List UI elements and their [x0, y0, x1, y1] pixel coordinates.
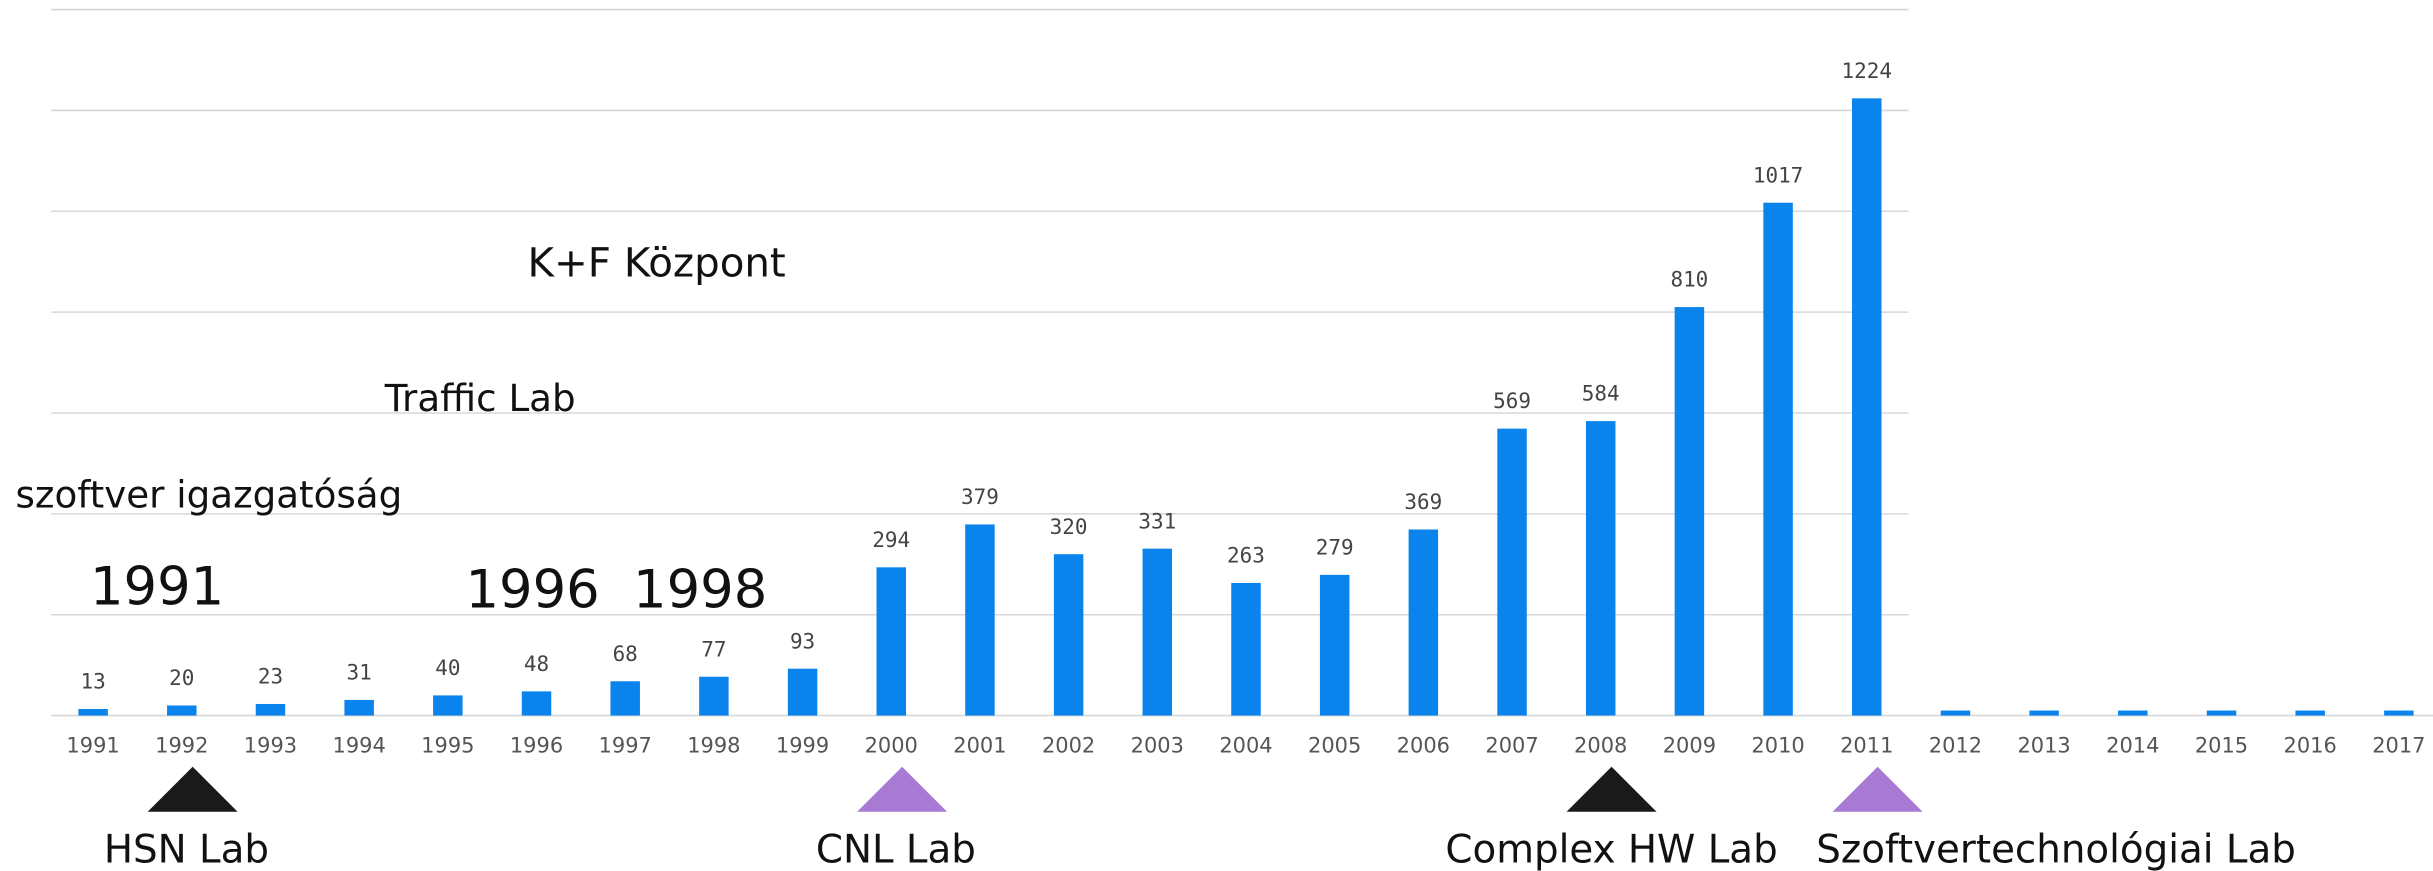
x-tick-label: 2012 — [1929, 734, 1982, 758]
x-tick-label: 1994 — [333, 734, 386, 758]
bar — [344, 699, 374, 716]
x-tick-label: 1995 — [421, 734, 474, 758]
x-tick-label: 2011 — [1840, 734, 1893, 758]
bar — [78, 709, 108, 716]
bar — [876, 567, 906, 716]
bar — [2029, 710, 2059, 716]
data-label: 20 — [169, 666, 194, 690]
bar — [1585, 421, 1616, 716]
bar — [521, 691, 552, 716]
data-label: 68 — [613, 642, 638, 666]
x-tick-label: 1993 — [244, 734, 297, 758]
x-tick-label: 2013 — [2017, 734, 2070, 758]
x-tick-label: 1992 — [155, 734, 208, 758]
x-tick-label: 2010 — [1751, 734, 1804, 758]
bar — [1940, 710, 1971, 716]
data-label: 379 — [961, 485, 999, 509]
milestone-marker — [1566, 766, 1657, 812]
data-label: 1224 — [1842, 59, 1892, 83]
milestone-marker — [1832, 766, 1923, 812]
x-tick-label: 2005 — [1308, 734, 1361, 758]
bar — [1319, 574, 1350, 716]
x-tick-label: 2007 — [1485, 734, 1538, 758]
x-tick-label: 2008 — [1574, 734, 1627, 758]
bar — [1053, 554, 1084, 716]
bar — [2118, 710, 2148, 716]
data-label: 93 — [790, 629, 815, 653]
data-label: 1017 — [1753, 163, 1803, 187]
data-label: 263 — [1227, 544, 1265, 568]
data-label: 569 — [1493, 389, 1531, 413]
milestone-marker — [857, 766, 948, 812]
data-label: 31 — [347, 661, 372, 685]
data-label: 584 — [1582, 382, 1620, 406]
bar — [965, 524, 995, 716]
bar — [2295, 710, 2325, 716]
data-label: 48 — [524, 652, 549, 676]
x-tick-label: 2003 — [1131, 734, 1184, 758]
data-label: 810 — [1670, 268, 1708, 292]
milestone-label: CNL Lab — [816, 828, 976, 871]
data-label: 369 — [1404, 490, 1442, 514]
annotation: 1998 — [633, 560, 767, 621]
x-tick-label: 2015 — [2195, 734, 2248, 758]
x-tick-label: 2001 — [953, 734, 1006, 758]
x-tick-label: 1991 — [66, 734, 119, 758]
annotation: 1991 — [90, 557, 224, 618]
milestone-marker — [147, 766, 238, 812]
bar — [255, 703, 286, 716]
bar — [610, 681, 640, 716]
bar — [1497, 428, 1527, 716]
x-tick-label: 1997 — [599, 734, 652, 758]
bar — [787, 668, 818, 716]
annotation: K+F Központ — [528, 240, 786, 287]
data-label: 294 — [872, 528, 910, 552]
bar — [1142, 548, 1173, 716]
x-tick-label: 1996 — [510, 734, 563, 758]
bar — [2206, 710, 2237, 716]
bar — [433, 695, 463, 716]
x-tick-label: 1999 — [776, 734, 829, 758]
x-tick-label: 2000 — [865, 734, 918, 758]
bar — [167, 705, 197, 716]
x-tick-label: 2016 — [2284, 734, 2337, 758]
bar — [2384, 710, 2414, 716]
bar — [1674, 307, 1705, 716]
bar — [699, 676, 729, 716]
x-tick-label: 2004 — [1219, 734, 1272, 758]
milestone-label: HSN Lab — [104, 828, 269, 871]
annotation: 1996 — [465, 560, 599, 621]
milestone-label: Complex HW Lab — [1445, 828, 1777, 871]
annotation: Traffic Lab — [384, 376, 576, 420]
annotation: szoftver igazgatóság — [16, 472, 403, 516]
x-tick-label: 1998 — [687, 734, 740, 758]
x-tick-label: 2017 — [2372, 734, 2425, 758]
x-tick-label: 2002 — [1042, 734, 1095, 758]
data-label: 320 — [1050, 515, 1088, 539]
data-label: 279 — [1316, 535, 1354, 559]
data-label: 331 — [1138, 509, 1176, 533]
bar — [1763, 202, 1793, 716]
data-label: 40 — [435, 656, 460, 680]
data-label: 77 — [701, 637, 726, 661]
x-tick-label: 2014 — [2106, 734, 2159, 758]
bar — [1852, 98, 1882, 716]
milestone-label: Szoftvertechnológiai Lab — [1816, 828, 2296, 871]
bar — [1231, 582, 1261, 716]
x-tick-label: 2009 — [1663, 734, 1716, 758]
x-tick-label: 2006 — [1397, 734, 1450, 758]
bar — [1408, 529, 1439, 716]
data-label: 23 — [258, 665, 283, 689]
data-label: 13 — [80, 670, 105, 694]
